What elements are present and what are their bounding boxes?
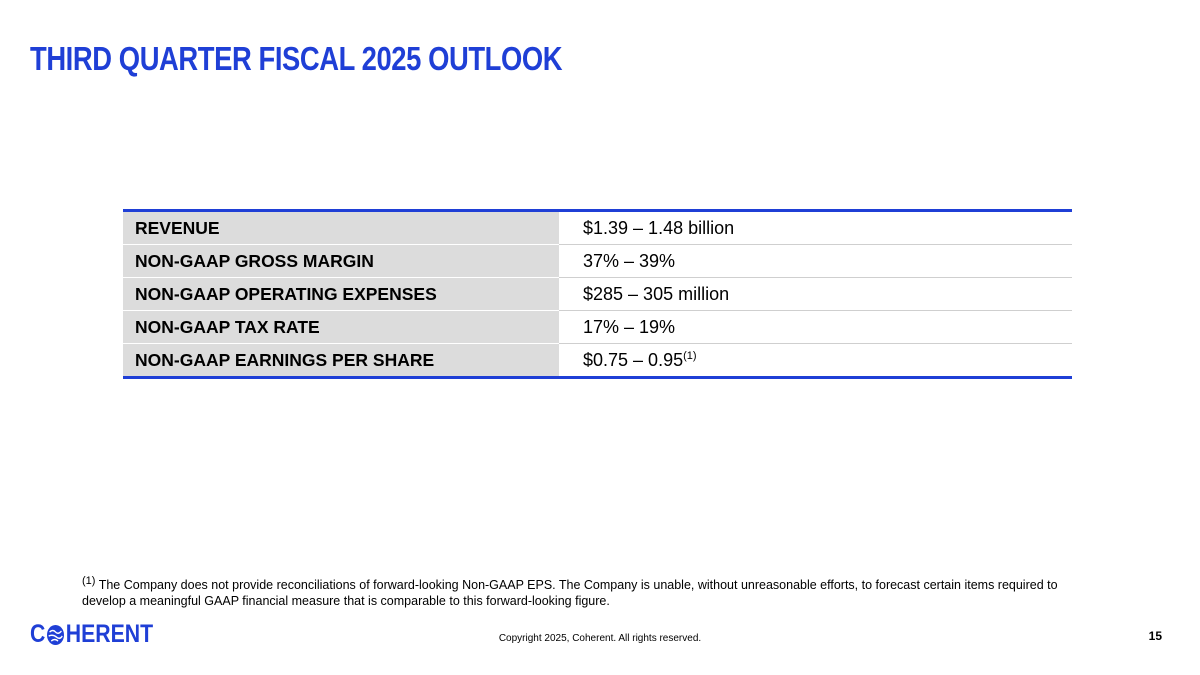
- row-label: NON-GAAP TAX RATE: [123, 310, 559, 344]
- table-row: NON-GAAP EARNINGS PER SHARE $0.75 – 0.95(…: [123, 343, 1072, 378]
- row-label: NON-GAAP EARNINGS PER SHARE: [123, 343, 559, 378]
- footnote-marker: (1): [82, 575, 96, 587]
- row-value: 17% – 19%: [559, 310, 1072, 344]
- logo-globe: [47, 624, 65, 645]
- row-value: $285 – 305 million: [559, 277, 1072, 311]
- table-row: NON-GAAP OPERATING EXPENSES $285 – 305 mi…: [123, 277, 1072, 311]
- logo: C HERENT: [30, 620, 153, 649]
- row-label: NON-GAAP GROSS MARGIN: [123, 244, 559, 278]
- footnote-ref: (1): [683, 349, 697, 362]
- logo-text: C: [30, 620, 46, 648]
- table-row: REVENUE $1.39 – 1.48 billion: [123, 210, 1072, 245]
- slide-title: THIRD QUARTER FISCAL 2025 OUTLOOK: [30, 40, 563, 77]
- outlook-table: REVENUE $1.39 – 1.48 billion NON-GAAP GRO…: [123, 209, 1072, 379]
- footnote: (1) The Company does not provide reconci…: [82, 573, 1082, 609]
- row-label: REVENUE: [123, 210, 559, 245]
- row-value: $0.75 – 0.95: [583, 349, 684, 370]
- table-row: NON-GAAP GROSS MARGIN 37% – 39%: [123, 244, 1072, 278]
- logo-text: HERENT: [65, 620, 154, 648]
- footnote-text: The Company does not provide reconciliat…: [82, 578, 1058, 609]
- row-value: 37% – 39%: [559, 244, 1072, 278]
- row-value-cell: $0.75 – 0.95(1): [559, 344, 1072, 378]
- row-label: NON-GAAP OPERATING EXPENSES: [123, 277, 559, 311]
- row-value: $1.39 – 1.48 billion: [559, 210, 1072, 245]
- copyright: Copyright 2025, Coherent. All rights res…: [498, 633, 702, 644]
- page-number: 15: [1148, 629, 1162, 643]
- table-row: NON-GAAP TAX RATE 17% – 19%: [123, 310, 1072, 344]
